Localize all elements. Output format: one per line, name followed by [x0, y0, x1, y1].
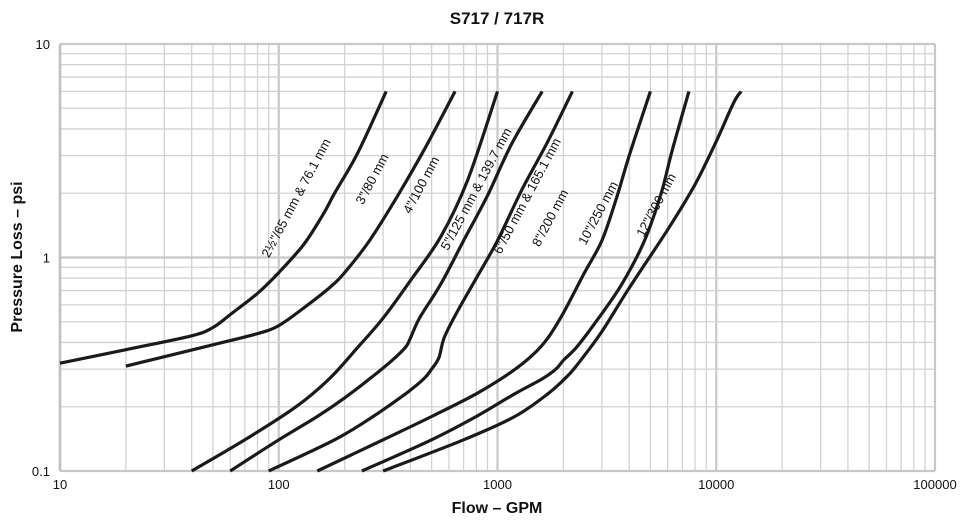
x-tick-label: 10000	[698, 477, 734, 492]
series-group	[59, 90, 743, 473]
series-line-3	[190, 90, 500, 473]
series-label-2: 3"/80 mm	[352, 151, 391, 207]
grid	[58, 42, 937, 473]
series-label-1: 2½"/65 mm & 76.1 mm	[258, 136, 333, 260]
series-label-8: 12"/300 mm	[633, 171, 679, 240]
series-line-2	[125, 90, 457, 368]
x-tick-label: 100	[268, 477, 290, 492]
y-tick-label: 1	[43, 251, 50, 266]
series-line-1	[59, 90, 388, 365]
y-tick-label: 0.1	[32, 464, 50, 479]
chart-title: S717 / 717R	[450, 9, 545, 28]
series-line-7	[361, 90, 691, 473]
series-line-4	[229, 90, 544, 473]
y-axis-label: Pressure Loss – psi	[9, 181, 26, 332]
tick-label-group: 10 100 1000 10000 100000 0.1 1 10	[32, 37, 957, 492]
y-tick-label: 10	[36, 37, 50, 52]
series-line-5	[268, 90, 574, 473]
series-line-6	[316, 90, 652, 473]
x-tick-label: 1000	[483, 477, 512, 492]
x-tick-label: 100000	[913, 477, 956, 492]
x-axis-label: Flow – GPM	[452, 500, 543, 517]
series-label-3: 4"/100 mm	[400, 154, 443, 216]
x-tick-label: 10	[53, 477, 67, 492]
series-line-8	[382, 90, 743, 473]
series-label-7: 10"/250 mm	[575, 179, 621, 248]
